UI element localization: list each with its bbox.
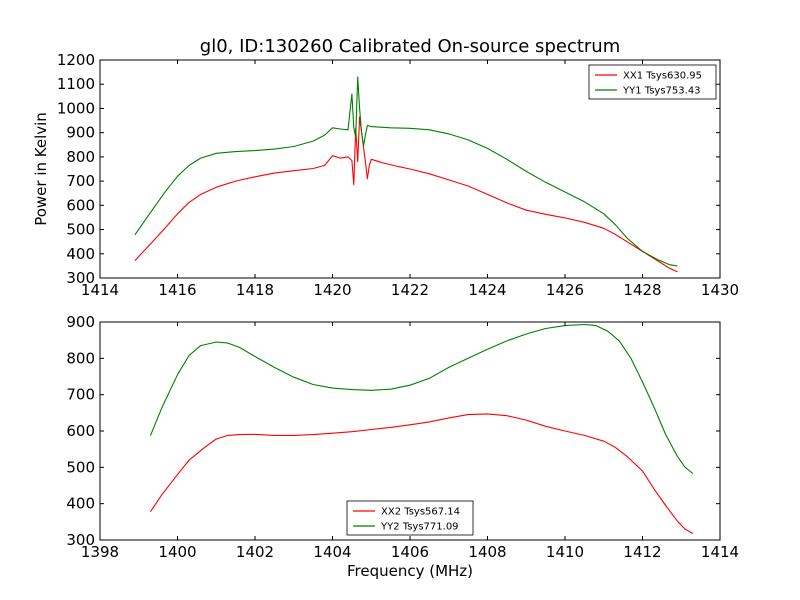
- y-tick-label: 900: [66, 124, 95, 142]
- y-tick-label: 1000: [57, 99, 95, 117]
- x-tick-label: 1404: [313, 543, 351, 561]
- y-tick-label: 1100: [57, 75, 95, 93]
- x-tick-label: 1416: [158, 281, 196, 299]
- bottom-plot: 1398 1400 1402 1404 1406 1408 1410 1412 1414 300 4…: [66, 313, 739, 561]
- legend-entry: XX2 Tsys567.14: [381, 507, 460, 518]
- x-tick-label: 1426: [546, 281, 584, 299]
- legend: XX2 Tsys567.14 YY2 Tsys771.09: [346, 500, 474, 536]
- legend-box: [588, 64, 717, 100]
- y-tick-label: 1200: [57, 51, 95, 69]
- y-tick-label: 300: [66, 269, 95, 287]
- x-tick-label: 1398: [81, 543, 119, 561]
- y-tick-label: 400: [66, 495, 95, 513]
- legend: XX1 Tsys630.95 YY1 Tsys753.43: [588, 64, 717, 100]
- y-tick-label: 300: [66, 531, 95, 549]
- x-tick-label: 1400: [158, 543, 196, 561]
- series-line-xx1: [134, 116, 678, 273]
- x-tick-label: 1414: [81, 281, 119, 299]
- x-tick-label: 1422: [391, 281, 429, 299]
- legend-box: [346, 500, 474, 536]
- series-line-yy1: [134, 76, 678, 267]
- x-tick-label: 1408: [468, 543, 506, 561]
- x-tick-label: 1410: [546, 543, 584, 561]
- y-tick-label: 600: [66, 196, 95, 214]
- y-tick-label: 900: [66, 313, 95, 331]
- x-tick-label: 1420: [313, 281, 351, 299]
- y-tick-label: 700: [66, 386, 95, 404]
- x-tick-label: 1428: [623, 281, 661, 299]
- x-tick-label: 1402: [236, 543, 274, 561]
- x-tick-label: 1418: [236, 281, 274, 299]
- y-tick-label: 700: [66, 172, 95, 190]
- y-tick-label: 500: [66, 458, 95, 476]
- x-tick-label: 1412: [623, 543, 661, 561]
- x-tick-label: 1424: [468, 281, 506, 299]
- legend-entry: XX1 Tsys630.95: [623, 71, 702, 82]
- x-axis-label: Frequency (MHz): [347, 562, 473, 580]
- y-axis-label: Power in Kelvin: [32, 112, 50, 226]
- top-plot: 1414 1416 1418 1420 1422 1424 1426 1428 1430 300 4…: [32, 51, 739, 299]
- y-tick-label: 800: [66, 148, 95, 166]
- legend-entry: YY2 Tsys771.09: [380, 522, 459, 533]
- y-tick-label: 400: [66, 245, 95, 263]
- series-line-yy2: [149, 323, 694, 474]
- x-tick-label: 1414: [701, 543, 739, 561]
- x-tick-label: 1406: [391, 543, 429, 561]
- chart-title: gl0, ID:130260 Calibrated On-source spec…: [200, 36, 620, 57]
- y-tick-label: 500: [66, 221, 95, 239]
- x-tick-label: 1430: [701, 281, 739, 299]
- y-tick-label: 800: [66, 349, 95, 367]
- series-line-xx2: [149, 413, 694, 534]
- y-tick-label: 600: [66, 422, 95, 440]
- legend-entry: YY1 Tsys753.43: [622, 86, 701, 97]
